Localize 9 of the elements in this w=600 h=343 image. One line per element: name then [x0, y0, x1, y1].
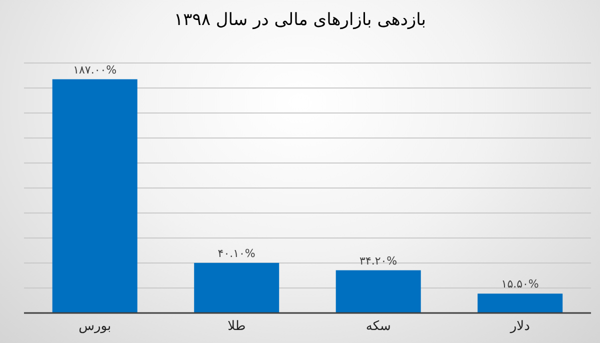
- data-label: ۱۸۷.۰۰%: [73, 63, 117, 76]
- x-tick-label: بورس: [78, 319, 112, 334]
- data-label: ۱۵.۵۰%: [501, 278, 539, 291]
- chart-title: بازدهی بازارهای مالی در سال ۱۳۹۸: [172, 10, 428, 30]
- x-tick-label: دلار: [509, 319, 530, 334]
- data-label: ۴۰.۱۰%: [218, 246, 256, 260]
- x-tick-label: طلا: [228, 319, 246, 334]
- data-label: ۳۴.۲۰%: [360, 254, 398, 268]
- x-tick-label: سکه: [366, 319, 391, 334]
